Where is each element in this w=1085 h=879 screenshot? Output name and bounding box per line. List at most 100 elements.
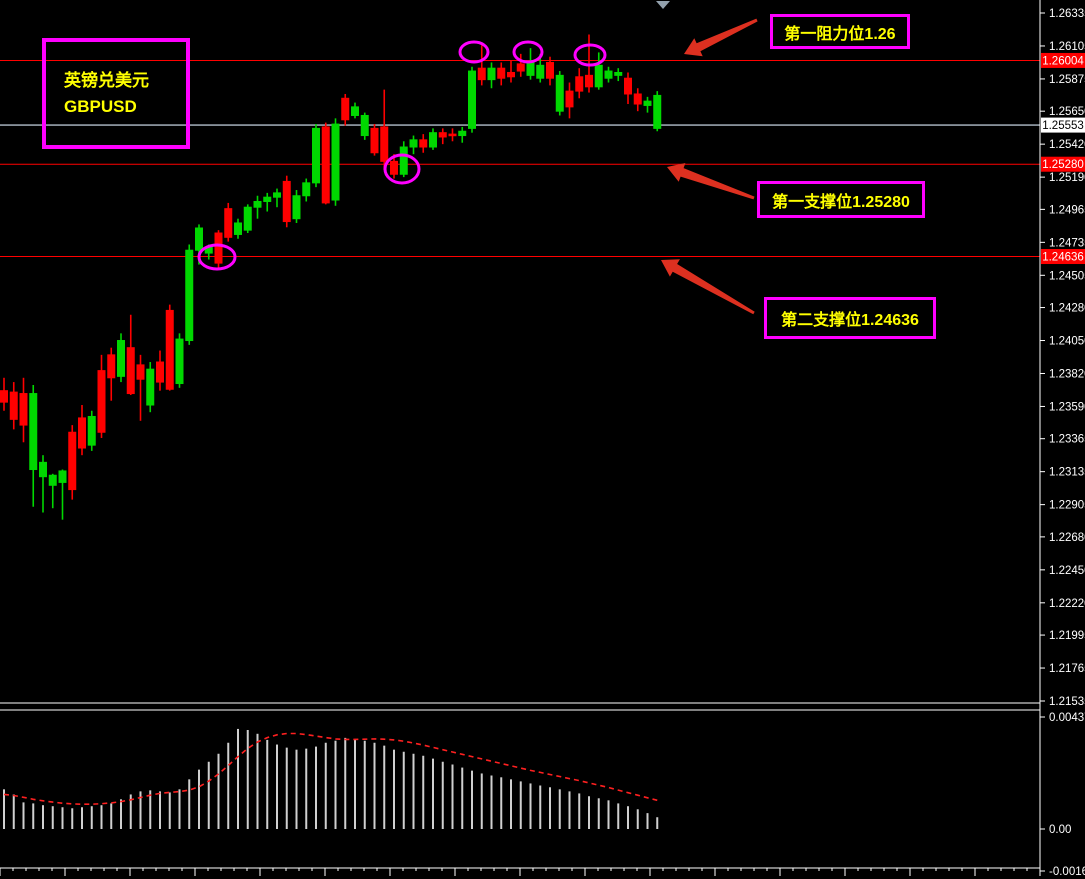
price-tick-label: 1.26335 bbox=[1049, 8, 1085, 20]
current-price-tag-bg bbox=[1041, 117, 1085, 133]
candle-body-up bbox=[263, 196, 272, 202]
price-tick-label: 1.23820 bbox=[1049, 368, 1085, 380]
candle-body-up bbox=[331, 123, 340, 201]
price-tick-label: 1.21995 bbox=[1049, 630, 1085, 642]
candle-body-down bbox=[575, 76, 584, 92]
price-tick-label: 1.24280 bbox=[1049, 303, 1085, 315]
candle-body-up bbox=[594, 64, 603, 88]
annotation-arrow-2[interactable] bbox=[667, 163, 755, 200]
price-tick-label: 1.24965 bbox=[1049, 204, 1085, 216]
candle-body-down bbox=[546, 61, 554, 79]
candle-body-up bbox=[146, 368, 155, 406]
candle-body-up bbox=[185, 249, 194, 342]
candle-body-down bbox=[565, 90, 574, 108]
level-tag-1.26004: 1.26004 bbox=[1042, 55, 1084, 67]
candle-body-down bbox=[282, 180, 291, 223]
candle-body-down bbox=[448, 133, 457, 137]
candle-body-down bbox=[19, 393, 28, 426]
candle-body-up bbox=[29, 393, 38, 471]
price-tick-label: 1.22905 bbox=[1049, 500, 1085, 512]
price-tick-label: 1.23590 bbox=[1049, 401, 1085, 413]
candle-body-up bbox=[614, 71, 623, 76]
highlight-ellipse-5[interactable] bbox=[573, 43, 607, 67]
candle-body-up bbox=[243, 206, 252, 231]
symbol-ticker: GBPUSD bbox=[64, 96, 137, 116]
candle-body-down bbox=[107, 354, 116, 379]
candle-body-up bbox=[409, 139, 418, 148]
candle-body-up bbox=[117, 340, 125, 377]
price-tick-label: 1.24050 bbox=[1049, 336, 1085, 348]
price-tick-label: 1.26105 bbox=[1049, 41, 1085, 53]
candle-body-up bbox=[195, 227, 203, 251]
candle-body-down bbox=[370, 127, 379, 154]
indicator-tick-label: 0.00 bbox=[1049, 824, 1071, 836]
candle-body-down bbox=[9, 391, 18, 420]
candle-body-down bbox=[633, 93, 642, 105]
candle-body-down bbox=[624, 77, 632, 95]
candle-body-up bbox=[312, 127, 320, 184]
price-tick-label: 1.25420 bbox=[1049, 139, 1085, 151]
candle-body-down bbox=[497, 67, 506, 79]
candle-body-down bbox=[390, 160, 398, 175]
symbol-name-cn: 英镑兑美元 bbox=[64, 70, 149, 90]
level-tag-1.25280-bg bbox=[1041, 156, 1085, 172]
price-tick-label: 1.21765 bbox=[1049, 663, 1085, 675]
candle-body-up bbox=[555, 74, 564, 112]
price-tick-label: 1.23135 bbox=[1049, 467, 1085, 479]
candle-body-down bbox=[224, 208, 233, 238]
price-tick-label: 1.23365 bbox=[1049, 434, 1085, 446]
candle-body-up bbox=[234, 222, 242, 235]
price-tick-label: 1.24735 bbox=[1049, 237, 1085, 249]
candle-body-up bbox=[458, 130, 467, 137]
price-tick-label: 1.24505 bbox=[1049, 270, 1085, 282]
highlight-ellipse-2[interactable] bbox=[383, 153, 421, 185]
level-tag-1.25280: 1.25280 bbox=[1042, 159, 1084, 171]
price-tick-label: 1.25190 bbox=[1049, 172, 1085, 184]
candle-body-down bbox=[156, 361, 164, 383]
support1-label: 第一支撑位1.25280 bbox=[772, 193, 910, 211]
candle-body-down bbox=[97, 370, 106, 433]
highlight-ellipse-1[interactable] bbox=[197, 243, 237, 271]
candle-body-down bbox=[585, 74, 593, 88]
annotation-arrow-1[interactable] bbox=[684, 18, 758, 57]
candle-body-down bbox=[380, 126, 389, 162]
candle-body-up bbox=[360, 114, 369, 137]
price-tick-label: 1.22450 bbox=[1049, 565, 1085, 577]
candle-body-up bbox=[48, 474, 57, 486]
support2-label-box[interactable]: 第二支撑位1.24636 bbox=[764, 297, 936, 339]
current-price-tag: 1.25553 bbox=[1042, 120, 1084, 132]
highlight-ellipse-3[interactable] bbox=[458, 40, 490, 64]
price-tick-label: 1.21535 bbox=[1049, 696, 1085, 708]
candle-body-down bbox=[68, 431, 77, 491]
candle-body-up bbox=[429, 132, 437, 148]
candle-body-up bbox=[292, 195, 301, 220]
candle-body-up bbox=[87, 415, 96, 446]
candle-body-up bbox=[487, 67, 496, 81]
support1-label-box[interactable]: 第一支撑位1.25280 bbox=[757, 181, 925, 218]
resistance1-label-box[interactable]: 第一阻力位1.26 bbox=[770, 14, 910, 49]
candle-body-up bbox=[273, 192, 281, 198]
candle-body-down bbox=[516, 63, 525, 72]
scroll-end-marker-icon[interactable] bbox=[656, 1, 670, 9]
support2-label: 第二支撑位1.24636 bbox=[781, 312, 919, 329]
candle-body-up bbox=[399, 146, 408, 175]
candle-body-down bbox=[165, 309, 174, 390]
level-tag-1.26004-bg bbox=[1041, 52, 1085, 68]
indicator-tick-label: -0.001699 bbox=[1049, 866, 1085, 878]
annotation-arrow-3[interactable] bbox=[661, 259, 755, 315]
candle-body-up bbox=[351, 106, 359, 116]
candle-body-up bbox=[58, 470, 67, 483]
candle-body-up bbox=[643, 100, 652, 106]
price-tick-label: 1.25650 bbox=[1049, 106, 1085, 118]
symbol-label-box[interactable]: 英镑兑美元 GBPUSD bbox=[42, 38, 190, 149]
candle-body-up bbox=[175, 338, 184, 385]
resistance1-label: 第一阻力位1.26 bbox=[784, 25, 896, 43]
signal-line bbox=[3, 732, 658, 806]
candle-body-down bbox=[477, 67, 486, 81]
highlight-ellipse-4[interactable] bbox=[512, 40, 544, 64]
candle-body-down bbox=[136, 364, 145, 380]
price-tick-label: 1.22680 bbox=[1049, 532, 1085, 544]
candle-body-up bbox=[604, 70, 613, 79]
candle-body-up bbox=[653, 94, 662, 129]
